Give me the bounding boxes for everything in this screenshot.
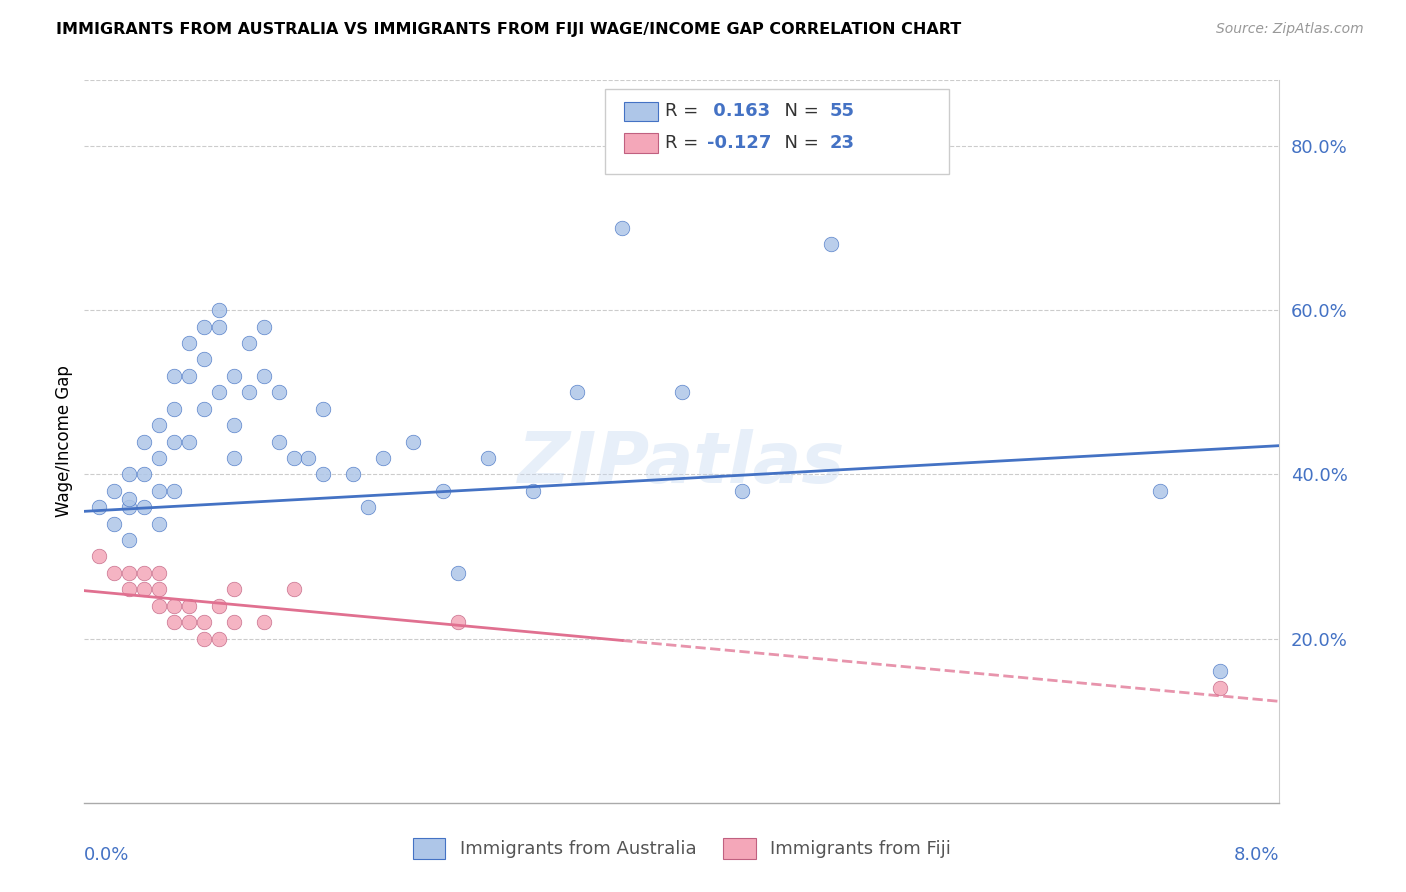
Point	[342, 467, 364, 482]
Point	[357, 500, 380, 515]
Point	[163, 368, 186, 383]
Y-axis label: Wage/Income Gap: Wage/Income Gap	[55, 366, 73, 517]
Point	[432, 483, 454, 498]
Text: R =: R =	[665, 134, 704, 152]
Text: 23: 23	[830, 134, 855, 152]
Point	[177, 434, 200, 449]
Point	[177, 615, 200, 630]
Point	[208, 599, 231, 613]
Point	[148, 582, 170, 597]
Point	[297, 450, 319, 465]
Point	[132, 566, 156, 580]
Point	[89, 549, 111, 564]
Point	[447, 615, 470, 630]
Point	[373, 450, 395, 465]
Point	[177, 599, 200, 613]
Point	[118, 491, 141, 506]
Point	[671, 385, 693, 400]
Point	[283, 450, 305, 465]
Point	[477, 450, 499, 465]
Point	[163, 599, 186, 613]
Point	[820, 237, 842, 252]
Point	[1209, 681, 1232, 695]
Text: Source: ZipAtlas.com: Source: ZipAtlas.com	[1216, 22, 1364, 37]
Point	[222, 615, 245, 630]
Text: N =: N =	[773, 134, 825, 152]
Point	[148, 566, 170, 580]
Point	[103, 483, 125, 498]
Point	[163, 615, 186, 630]
Point	[103, 566, 125, 580]
Point	[402, 434, 425, 449]
Point	[89, 500, 111, 515]
Point	[177, 368, 200, 383]
Point	[208, 319, 231, 334]
Point	[253, 319, 276, 334]
Point	[103, 516, 125, 531]
Legend: Immigrants from Australia, Immigrants from Fiji: Immigrants from Australia, Immigrants fr…	[405, 830, 959, 866]
Text: ZIPatlas: ZIPatlas	[519, 429, 845, 498]
Point	[177, 336, 200, 351]
Point	[148, 450, 170, 465]
Point	[118, 566, 141, 580]
Point	[222, 450, 245, 465]
Point	[283, 582, 305, 597]
Point	[612, 221, 634, 235]
Point	[132, 500, 156, 515]
Text: -0.127: -0.127	[707, 134, 772, 152]
Point	[118, 467, 141, 482]
Text: 55: 55	[830, 103, 855, 120]
Point	[567, 385, 589, 400]
Point	[1209, 665, 1232, 679]
Point	[163, 434, 186, 449]
Point	[253, 368, 276, 383]
Point	[193, 401, 215, 416]
Point	[238, 336, 260, 351]
Text: N =: N =	[773, 103, 825, 120]
Point	[312, 401, 335, 416]
Point	[253, 615, 276, 630]
Point	[447, 566, 470, 580]
Point	[208, 632, 231, 646]
Point	[193, 615, 215, 630]
Point	[222, 582, 245, 597]
Text: IMMIGRANTS FROM AUSTRALIA VS IMMIGRANTS FROM FIJI WAGE/INCOME GAP CORRELATION CH: IMMIGRANTS FROM AUSTRALIA VS IMMIGRANTS …	[56, 22, 962, 37]
Point	[132, 467, 156, 482]
Point	[1149, 483, 1171, 498]
Text: 8.0%: 8.0%	[1234, 847, 1279, 864]
Point	[163, 401, 186, 416]
Point	[208, 303, 231, 318]
Point	[731, 483, 754, 498]
Point	[312, 467, 335, 482]
Text: 0.0%: 0.0%	[84, 847, 129, 864]
Point	[163, 483, 186, 498]
Point	[222, 368, 245, 383]
Point	[148, 483, 170, 498]
Text: 0.163: 0.163	[707, 103, 770, 120]
Point	[238, 385, 260, 400]
Point	[522, 483, 544, 498]
Point	[118, 500, 141, 515]
Point	[193, 352, 215, 367]
Text: R =: R =	[665, 103, 704, 120]
Point	[132, 582, 156, 597]
Point	[208, 385, 231, 400]
Point	[132, 434, 156, 449]
Point	[222, 418, 245, 433]
Point	[118, 533, 141, 547]
Point	[118, 582, 141, 597]
Point	[148, 418, 170, 433]
Point	[193, 632, 215, 646]
Point	[267, 385, 290, 400]
Point	[267, 434, 290, 449]
Point	[148, 599, 170, 613]
Point	[148, 516, 170, 531]
Point	[193, 319, 215, 334]
